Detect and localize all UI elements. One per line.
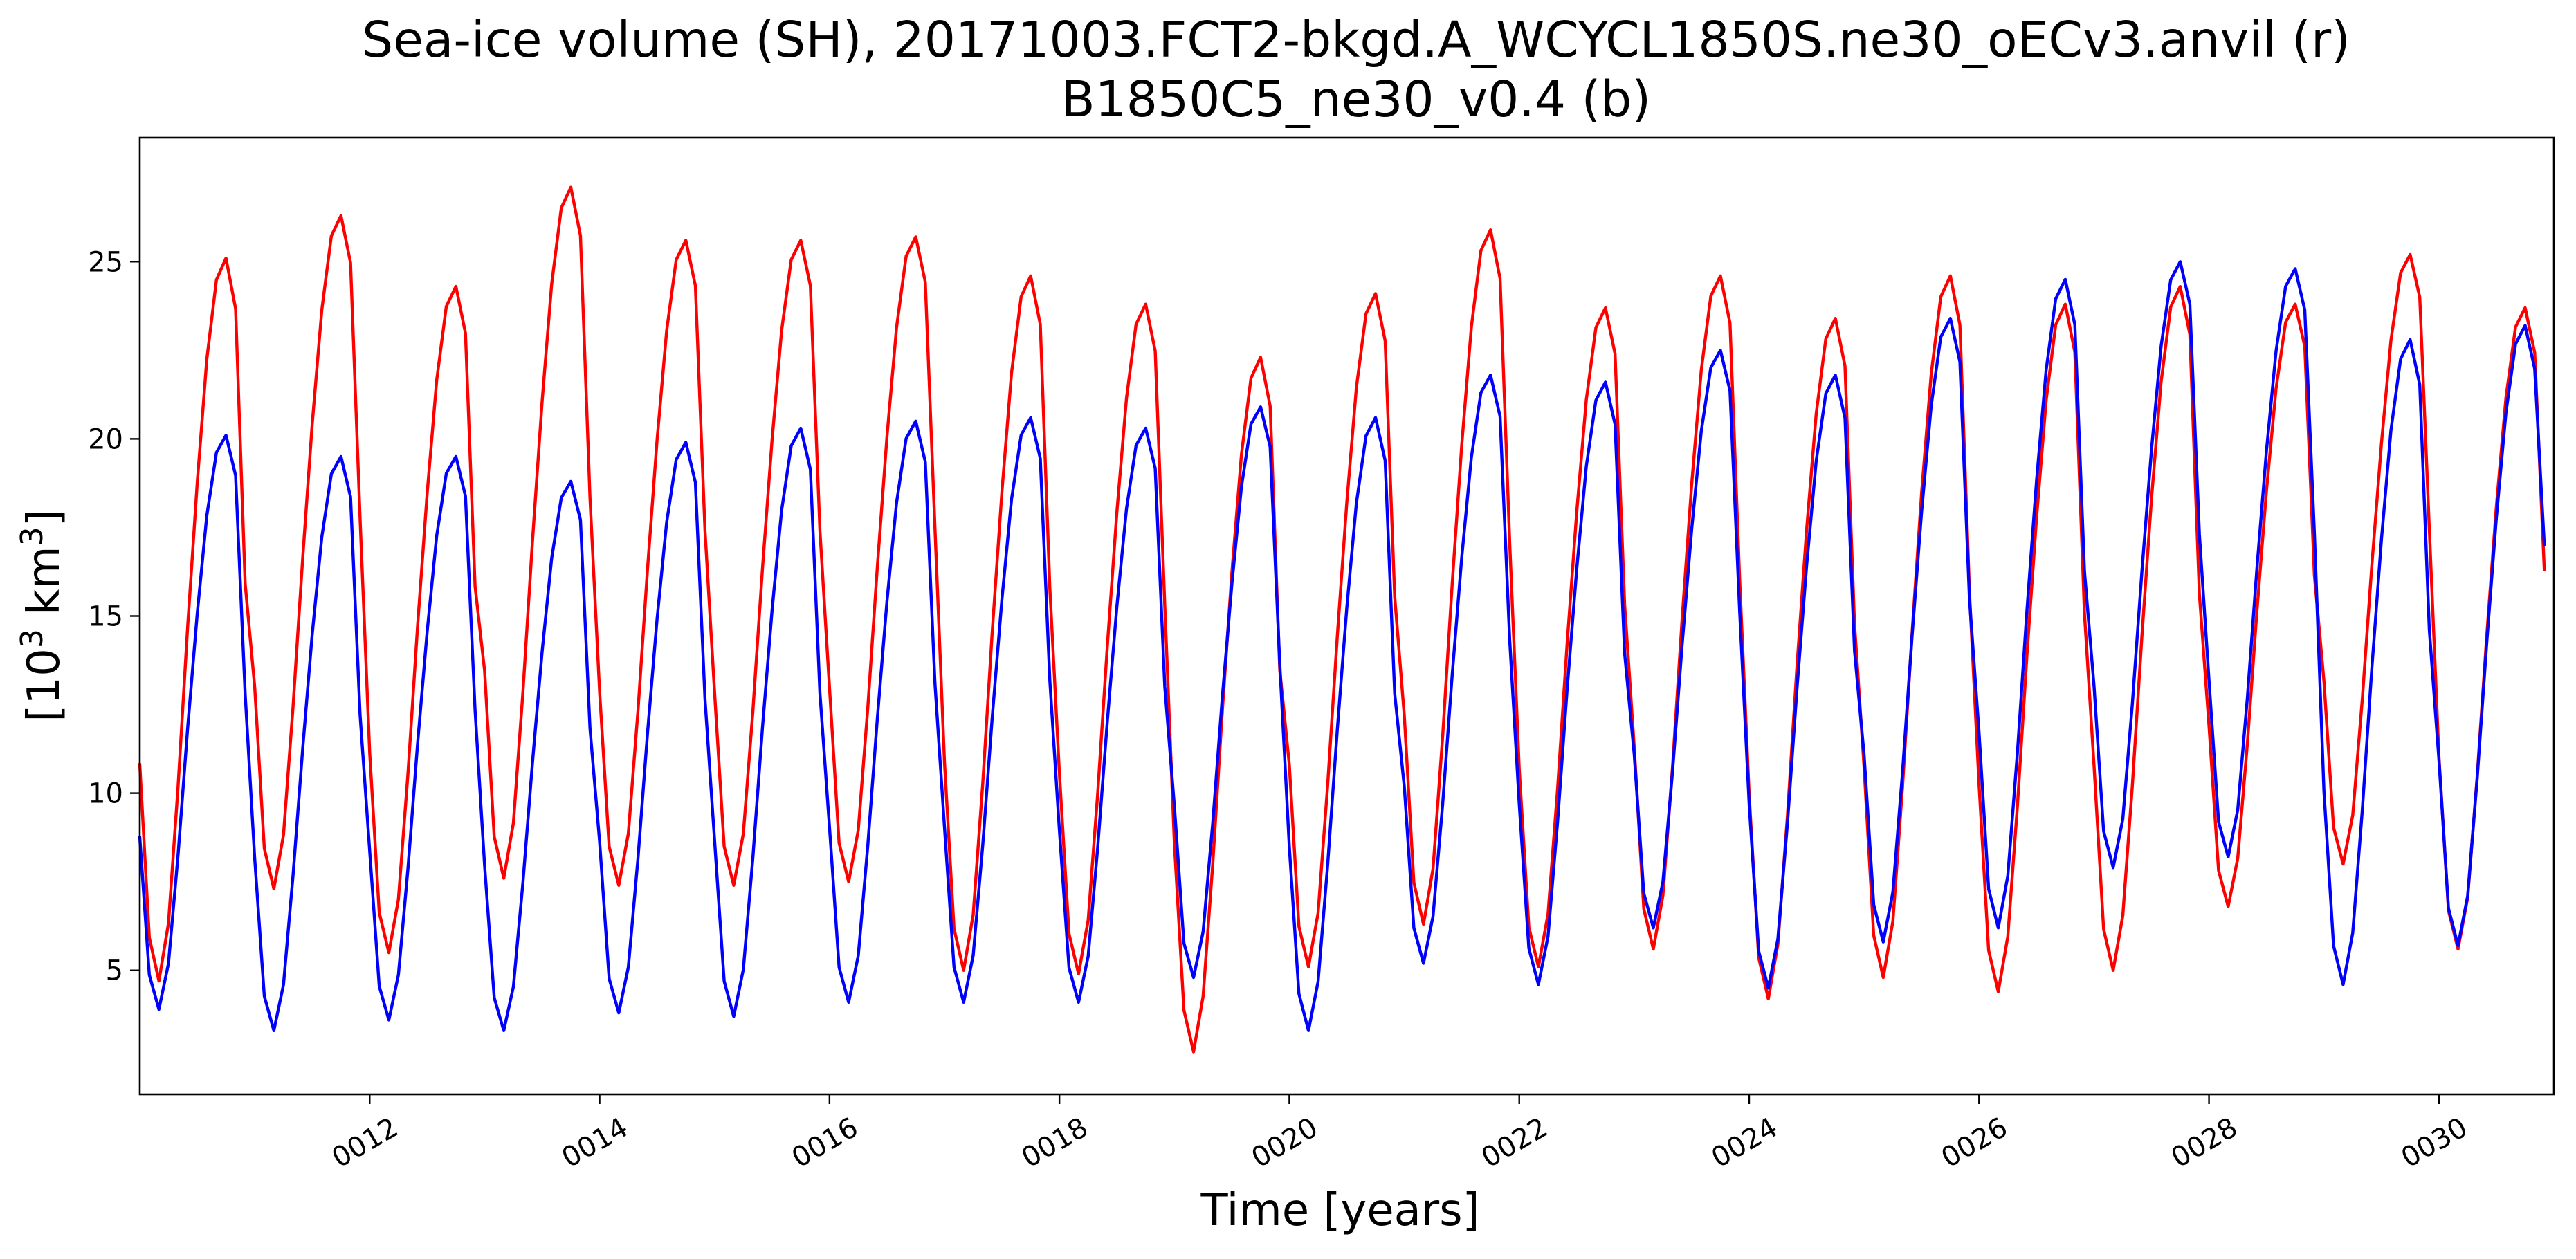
y-axis-label-sup1: 3 bbox=[15, 629, 50, 648]
plot-frame bbox=[138, 136, 2555, 1096]
x-tick-label: 0018 bbox=[1016, 1112, 1093, 1175]
x-tick-label: 0026 bbox=[1936, 1112, 2013, 1175]
y-axis-label: [103 km3] bbox=[15, 509, 70, 722]
x-axis: 0012 0014 0016 0018 0020 0022 0024 0026 0028 0030 bbox=[327, 1094, 2473, 1175]
x-axis-label: Time [years] bbox=[1200, 1185, 1479, 1236]
chart-title-line1: Sea-ice volume (SH), 20171003.FCT2-bkgd.… bbox=[362, 11, 2350, 68]
series-line-red bbox=[138, 185, 2546, 1054]
y-tick-label: 15 bbox=[88, 601, 123, 633]
x-tick-label: 0030 bbox=[2396, 1112, 2473, 1175]
x-tick-label: 0022 bbox=[1477, 1112, 1553, 1175]
y-tick-label: 10 bbox=[88, 778, 123, 810]
chart-title-line2: B1850C5_ne30_v0.4 (b) bbox=[1061, 71, 1651, 128]
x-tick-label: 0024 bbox=[1706, 1112, 1783, 1175]
y-axis-label-mid: km bbox=[19, 546, 70, 629]
plot-series-layer bbox=[138, 185, 2546, 1054]
y-axis-label-main: [10 bbox=[19, 648, 70, 722]
x-tick-label: 0028 bbox=[2166, 1112, 2242, 1175]
y-tick-label: 5 bbox=[106, 955, 123, 987]
x-tick-label: 0012 bbox=[327, 1112, 403, 1175]
y-tick-label: 20 bbox=[88, 423, 123, 455]
x-tick-label: 0014 bbox=[556, 1112, 633, 1175]
x-tick-label: 0020 bbox=[1246, 1112, 1323, 1175]
x-tick-label: 0016 bbox=[787, 1112, 864, 1175]
y-tick-label: 25 bbox=[88, 246, 123, 278]
y-axis-label-sup2: 3 bbox=[15, 526, 50, 546]
y-axis-label-end: ] bbox=[19, 509, 70, 526]
y-axis: 5 10 15 20 25 bbox=[88, 246, 140, 987]
series-line-blue bbox=[138, 260, 2546, 1033]
